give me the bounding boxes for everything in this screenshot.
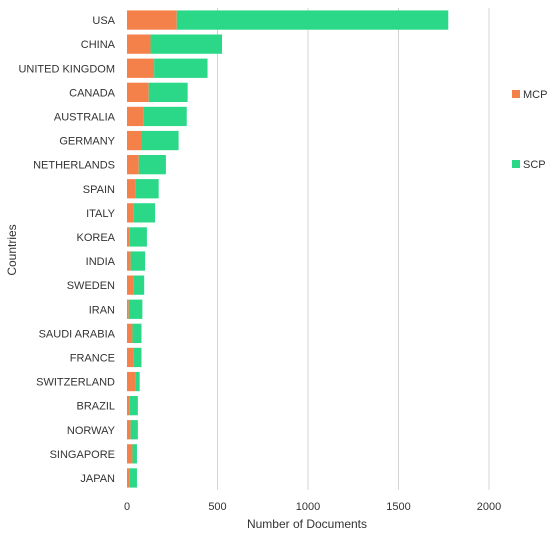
- x-axis-title: Number of Documents: [247, 517, 367, 531]
- y-tick-label: CANADA: [69, 87, 116, 99]
- y-axis-title: Countries: [5, 224, 19, 275]
- bar-scp: [176, 10, 449, 30]
- bar-mcp: [127, 444, 133, 464]
- bar-mcp: [127, 396, 130, 416]
- x-tick-label: 0: [124, 501, 130, 513]
- bar-mcp: [127, 420, 131, 440]
- y-tick-label: FRANCE: [70, 352, 115, 364]
- y-tick-label: SINGAPORE: [50, 449, 115, 461]
- bar-scp: [129, 396, 138, 416]
- y-tick-label: IRAN: [89, 304, 115, 316]
- bar-mcp: [127, 371, 136, 392]
- bar-mcp: [127, 58, 155, 78]
- grid-lines: [217, 8, 490, 490]
- bar-scp: [128, 299, 143, 319]
- bar-mcp: [127, 347, 134, 368]
- y-tick-label: ITALY: [86, 208, 116, 220]
- bar-mcp: [127, 275, 134, 295]
- bar-scp: [129, 227, 147, 247]
- bar-scp: [132, 323, 142, 343]
- bars: [127, 10, 449, 488]
- x-tick-labels: 0 500 1000 1500 2000: [124, 501, 501, 513]
- bar-scp: [138, 155, 166, 175]
- bar-mcp: [127, 130, 142, 151]
- x-tick-label: 1500: [386, 501, 410, 513]
- y-tick-label: BRAZIL: [76, 401, 115, 413]
- legend: MCP SCP: [512, 89, 547, 171]
- y-tick-label: SPAIN: [83, 184, 115, 196]
- y-tick-label: CHINA: [81, 39, 116, 51]
- bar-mcp: [127, 203, 134, 223]
- bar-mcp: [127, 299, 129, 319]
- y-tick-labels: USA CHINA UNITED KINGDOM CANADA AUSTRALIA GER…: [18, 15, 115, 485]
- y-tick-label: SAUDI ARABIA: [39, 328, 116, 340]
- x-tick-label: 2000: [477, 501, 501, 513]
- bar-scp: [154, 58, 208, 78]
- y-tick-label: SWITZERLAND: [36, 377, 115, 389]
- bar-scp: [132, 444, 137, 464]
- bar-mcp: [127, 179, 136, 199]
- bar-scp: [143, 106, 187, 127]
- y-tick-label: NORWAY: [67, 425, 116, 437]
- y-tick-label: JAPAN: [80, 473, 115, 485]
- y-tick-label: GERMANY: [59, 136, 115, 148]
- bar-scp: [133, 347, 142, 368]
- bar-scp: [135, 179, 159, 199]
- bar-mcp: [127, 323, 133, 343]
- bar-mcp: [127, 468, 130, 488]
- bar-mcp: [127, 106, 144, 127]
- bar-scp: [129, 468, 137, 488]
- bar-mcp: [127, 227, 130, 247]
- bar-mcp: [127, 155, 139, 175]
- bar-scp: [133, 203, 156, 223]
- bar-scp: [133, 275, 145, 295]
- y-tick-label: INDIA: [86, 256, 116, 268]
- bar-scp: [130, 251, 146, 271]
- bar-scp: [141, 130, 179, 151]
- legend-label-scp: SCP: [523, 159, 546, 171]
- legend-swatch-scp: [512, 160, 520, 168]
- bar-scp: [130, 420, 138, 440]
- y-tick-label: USA: [92, 15, 115, 27]
- bar-mcp: [127, 10, 177, 30]
- y-tick-label: AUSTRALIA: [54, 111, 116, 123]
- bar-mcp: [127, 82, 149, 102]
- y-tick-label: SWEDEN: [67, 280, 115, 292]
- y-tick-label: KOREA: [76, 232, 115, 244]
- x-tick-label: 500: [208, 501, 226, 513]
- bar-mcp: [127, 251, 131, 271]
- legend-swatch-mcp: [512, 90, 520, 98]
- bar-mcp: [127, 34, 151, 54]
- x-tick-label: 1000: [296, 501, 320, 513]
- bar-scp: [135, 371, 140, 392]
- bar-scp: [150, 34, 223, 54]
- y-tick-label: NETHERLANDS: [33, 160, 115, 172]
- y-tick-label: UNITED KINGDOM: [18, 63, 115, 75]
- bar-scp: [148, 82, 188, 102]
- legend-label-mcp: MCP: [523, 89, 547, 101]
